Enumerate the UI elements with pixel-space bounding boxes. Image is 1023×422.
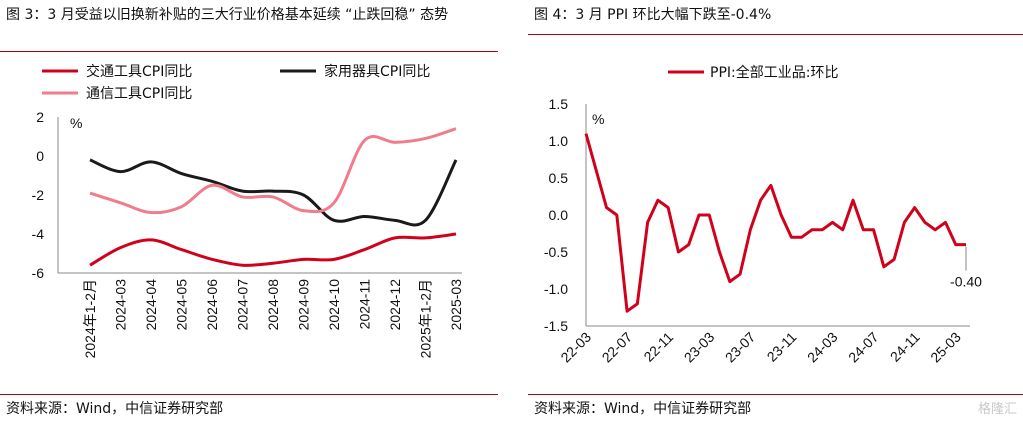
y-tick-label: 1.0 bbox=[549, 133, 569, 149]
x-tick-label: 22-03 bbox=[557, 329, 594, 366]
x-tick-label: 2024-06 bbox=[204, 279, 220, 331]
x-tick-label: 2024年1-2月 bbox=[82, 279, 98, 358]
right-panel: 图 4：3 月 PPI 环比大幅下跌至-0.4% PPI:全部工业品:环比 1.5… bbox=[528, 0, 1023, 422]
series-line bbox=[89, 158, 458, 227]
y-tick-label: -2 bbox=[32, 187, 45, 203]
x-tick-label: 2025-03 bbox=[448, 279, 464, 331]
annotation-label: -0.40 bbox=[950, 274, 982, 290]
y-tick-label: 0.0 bbox=[549, 207, 569, 223]
legend-label: PPI:全部工业品:环比 bbox=[710, 64, 838, 81]
x-tick-label: 2024-09 bbox=[296, 279, 312, 331]
y-tick-label: 0.5 bbox=[549, 170, 569, 186]
series-line bbox=[89, 127, 457, 215]
x-tick-label: 22-07 bbox=[599, 329, 636, 366]
y-tick-label: -6 bbox=[32, 265, 45, 281]
x-tick-label: 24-03 bbox=[804, 329, 841, 366]
right-source-rule bbox=[528, 394, 1023, 395]
series-line bbox=[584, 133, 966, 313]
unit-label: % bbox=[70, 115, 82, 131]
left-source-note: 资料来源：Wind，中信证券研究部 bbox=[6, 401, 224, 417]
y-tick-label: 1.5 bbox=[549, 96, 569, 112]
x-tick-label: 2024-11 bbox=[357, 279, 373, 330]
legend-label: 通信工具CPI同比 bbox=[86, 86, 192, 102]
right-chart: PPI:全部工业品:环比 1.5 1.0 0.5 0.0 -0.5 -1.0 -1.5% 22-… bbox=[544, 64, 982, 366]
x-tick-label: 23-07 bbox=[722, 329, 759, 366]
x-tick-label: 23-11 bbox=[764, 329, 800, 365]
x-tick-label: 24-11 bbox=[887, 329, 923, 365]
x-tick-label: 2025年1-2月 bbox=[418, 279, 434, 358]
x-tick-label: 22-11 bbox=[640, 329, 676, 365]
y-tick-label: -1.0 bbox=[544, 281, 568, 297]
y-tick-label: 2 bbox=[36, 109, 44, 125]
x-tick-label: 24-07 bbox=[845, 329, 882, 366]
legend-label: 家用器具CPI同比 bbox=[324, 63, 430, 80]
x-tick-label: 2024-12 bbox=[387, 279, 403, 331]
x-tick-label: 2024-05 bbox=[174, 279, 190, 331]
left-panel: 图 3：3 月受益以旧换新补贴的三大行业价格基本延续 “止跌回稳” 态势 交通工… bbox=[0, 0, 498, 422]
x-tick-label: 2024-10 bbox=[326, 279, 342, 331]
x-tick-label: 25-03 bbox=[927, 329, 964, 366]
right-chart-title: 图 4：3 月 PPI 环比大幅下跌至-0.4% bbox=[534, 7, 772, 23]
y-tick-label: -1.5 bbox=[544, 318, 568, 334]
x-tick-label: 2024-07 bbox=[235, 279, 251, 331]
right-title-rule bbox=[528, 34, 1023, 35]
x-tick-label: 23-03 bbox=[681, 329, 718, 366]
y-tick-label: 0 bbox=[36, 148, 44, 164]
right-source-note: 资料来源：Wind，中信证券研究部 bbox=[534, 401, 752, 417]
series-line bbox=[89, 232, 457, 267]
left-source-rule bbox=[0, 394, 498, 395]
x-tick-label: 2024-08 bbox=[265, 279, 281, 331]
watermark-logo: 格隆汇 bbox=[977, 402, 1017, 417]
x-tick-label: 2024-03 bbox=[113, 279, 129, 331]
left-title-rule bbox=[0, 51, 498, 52]
left-chart-title: 图 3：3 月受益以旧换新补贴的三大行业价格基本延续 “止跌回稳” 态势 bbox=[6, 7, 449, 23]
unit-label: % bbox=[592, 111, 604, 127]
y-tick-label: -4 bbox=[32, 226, 45, 242]
y-tick-label: -0.5 bbox=[544, 244, 568, 260]
legend-label: 交通工具CPI同比 bbox=[86, 63, 192, 80]
x-tick-label: 2024-04 bbox=[143, 279, 159, 331]
